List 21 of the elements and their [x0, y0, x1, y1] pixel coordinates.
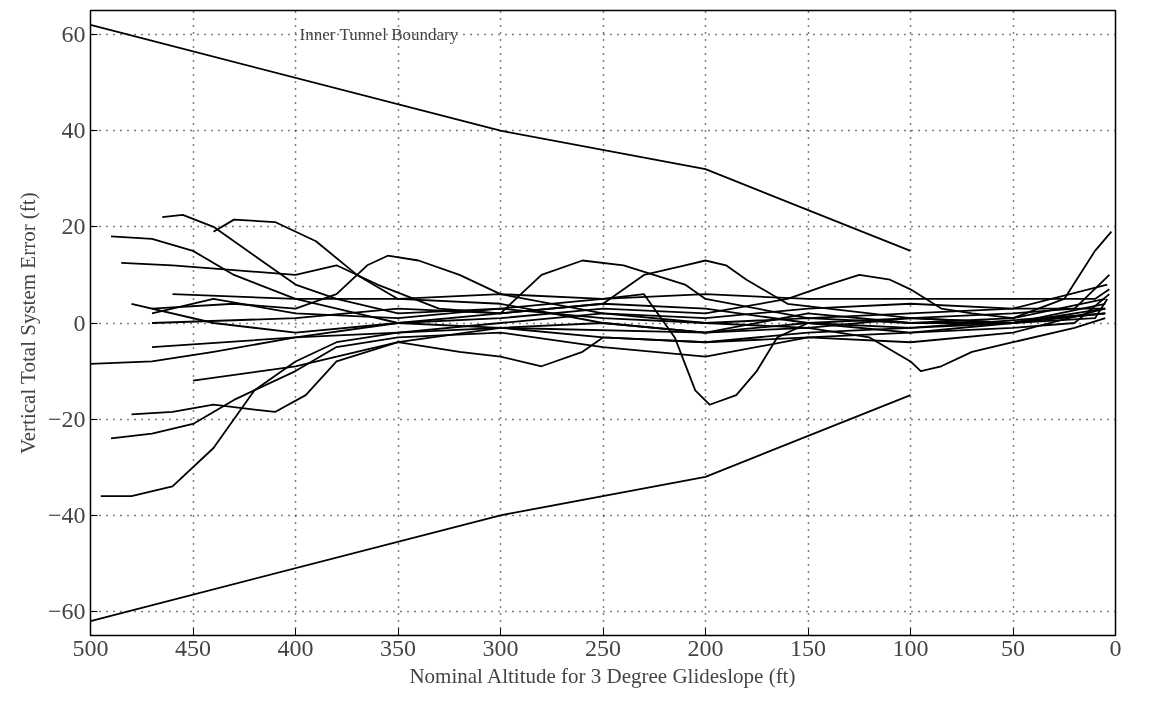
- x-tick-label: 200: [687, 634, 724, 661]
- x-tick-label: 300: [482, 634, 519, 661]
- annotation: Inner Tunnel Boundary: [299, 24, 459, 44]
- x-tick-label: 450: [175, 634, 211, 661]
- x-tick-label: 100: [892, 634, 929, 661]
- x-tick-label: 50: [1001, 634, 1025, 661]
- x-axis-title: Nominal Altitude for 3 Degree Glideslope (ft): [409, 663, 796, 688]
- y-tick-label: 20: [61, 213, 86, 240]
- y-axis-title: Vertical Total System Error (ft): [15, 192, 40, 455]
- y-tick-label: −20: [47, 405, 86, 432]
- y-tick-label: 0: [73, 309, 86, 336]
- y-tick-label: −60: [47, 597, 86, 624]
- y-tick-label: −40: [47, 501, 86, 528]
- x-tick-label: 150: [790, 634, 826, 661]
- x-tick-label: 500: [72, 634, 109, 661]
- x-tick-label: 400: [277, 634, 314, 661]
- y-tick-label: 60: [61, 21, 86, 48]
- y-tick-label: 40: [61, 117, 86, 144]
- x-tick-label: 250: [585, 634, 621, 661]
- x-tick-label: 350: [380, 634, 416, 661]
- x-tick-label: 0: [1109, 634, 1122, 661]
